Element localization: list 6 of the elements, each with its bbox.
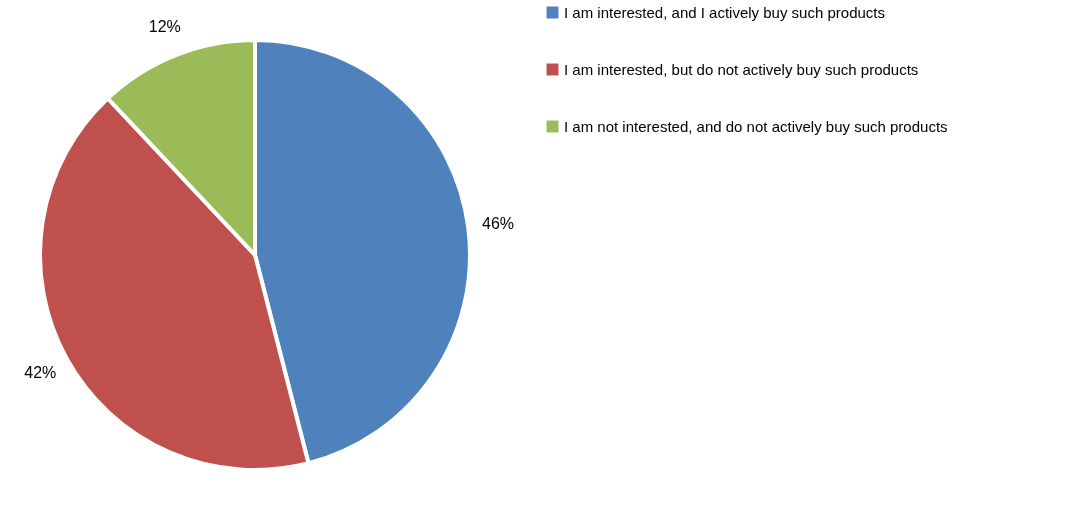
data-label: 42% xyxy=(24,364,57,382)
legend-label: I am not interested, and do not actively buy such products xyxy=(564,117,948,135)
legend-label: I am interested, but do not actively buy such products xyxy=(564,60,919,78)
data-label: 46% xyxy=(482,215,515,233)
legend-label: I am interested, and I actively buy such products xyxy=(564,3,885,21)
data-label: 12% xyxy=(148,18,181,36)
